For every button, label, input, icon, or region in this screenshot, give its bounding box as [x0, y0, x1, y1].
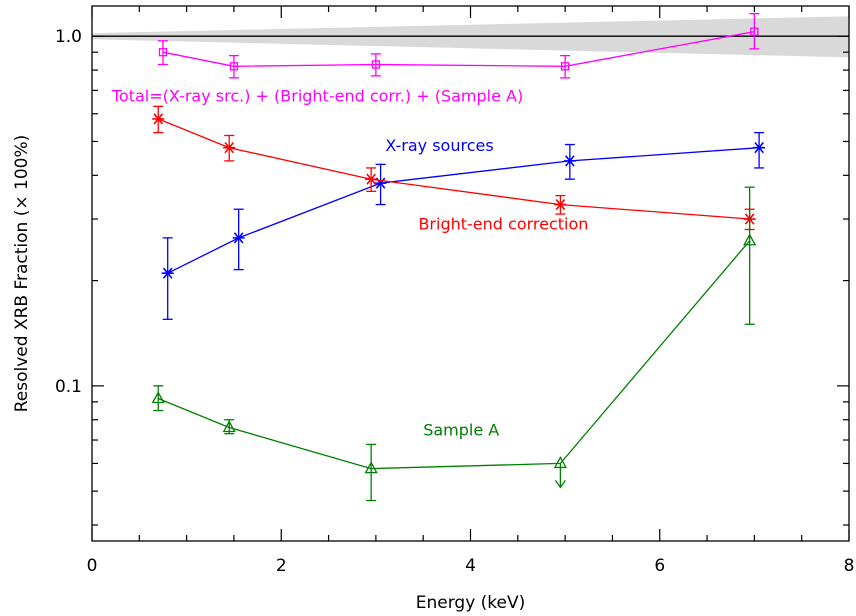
x-tick-label: 2 — [276, 556, 287, 576]
data-point — [158, 48, 168, 57]
data-point — [554, 198, 567, 211]
series-2 — [161, 131, 766, 320]
data-point — [229, 62, 239, 71]
x-tick-label: 8 — [844, 556, 855, 576]
y-tick-label: 1.0 — [55, 27, 82, 47]
series-layer — [151, 13, 766, 502]
series-label-4: Sample A — [423, 421, 499, 440]
series-1 — [157, 13, 760, 79]
series-3 — [152, 105, 756, 231]
data-point — [560, 62, 570, 71]
series-4 — [151, 186, 757, 502]
data-point — [371, 60, 381, 69]
data-point — [223, 142, 236, 154]
x-tick-label: 6 — [654, 556, 665, 576]
data-point — [743, 233, 757, 246]
data-point — [563, 155, 576, 167]
y-axis-title: Resolved XRB Fraction (× 100%) — [12, 135, 32, 413]
annotation-layer: Total=(X-ray src.) + (Bright-end corr.) … — [111, 87, 589, 440]
upper-limit-arrowhead — [554, 480, 566, 489]
data-point — [365, 173, 378, 185]
data-point — [750, 27, 759, 36]
data-point — [222, 420, 236, 433]
x-tick-label: 0 — [87, 556, 98, 576]
data-point — [753, 142, 766, 154]
series-line — [167, 147, 760, 274]
data-point — [151, 391, 165, 404]
axes-layer: 0 2 4 6 8 0.1 1.0 — [55, 5, 855, 576]
data-point — [232, 232, 245, 244]
x-axis-title: Energy (keV) — [416, 593, 526, 613]
data-point — [553, 456, 567, 469]
data-point — [364, 461, 378, 474]
series-label-3: Bright-end correction — [418, 215, 588, 234]
series-line — [157, 118, 750, 220]
series-label-2: X-ray sources — [385, 136, 493, 155]
data-point — [161, 267, 174, 279]
series-label-1: Total=(X-ray src.) + (Bright-end corr.) … — [111, 87, 523, 106]
data-point — [152, 113, 165, 125]
x-tick-label: 4 — [465, 556, 476, 576]
y-tick-label: 0.1 — [55, 377, 82, 397]
